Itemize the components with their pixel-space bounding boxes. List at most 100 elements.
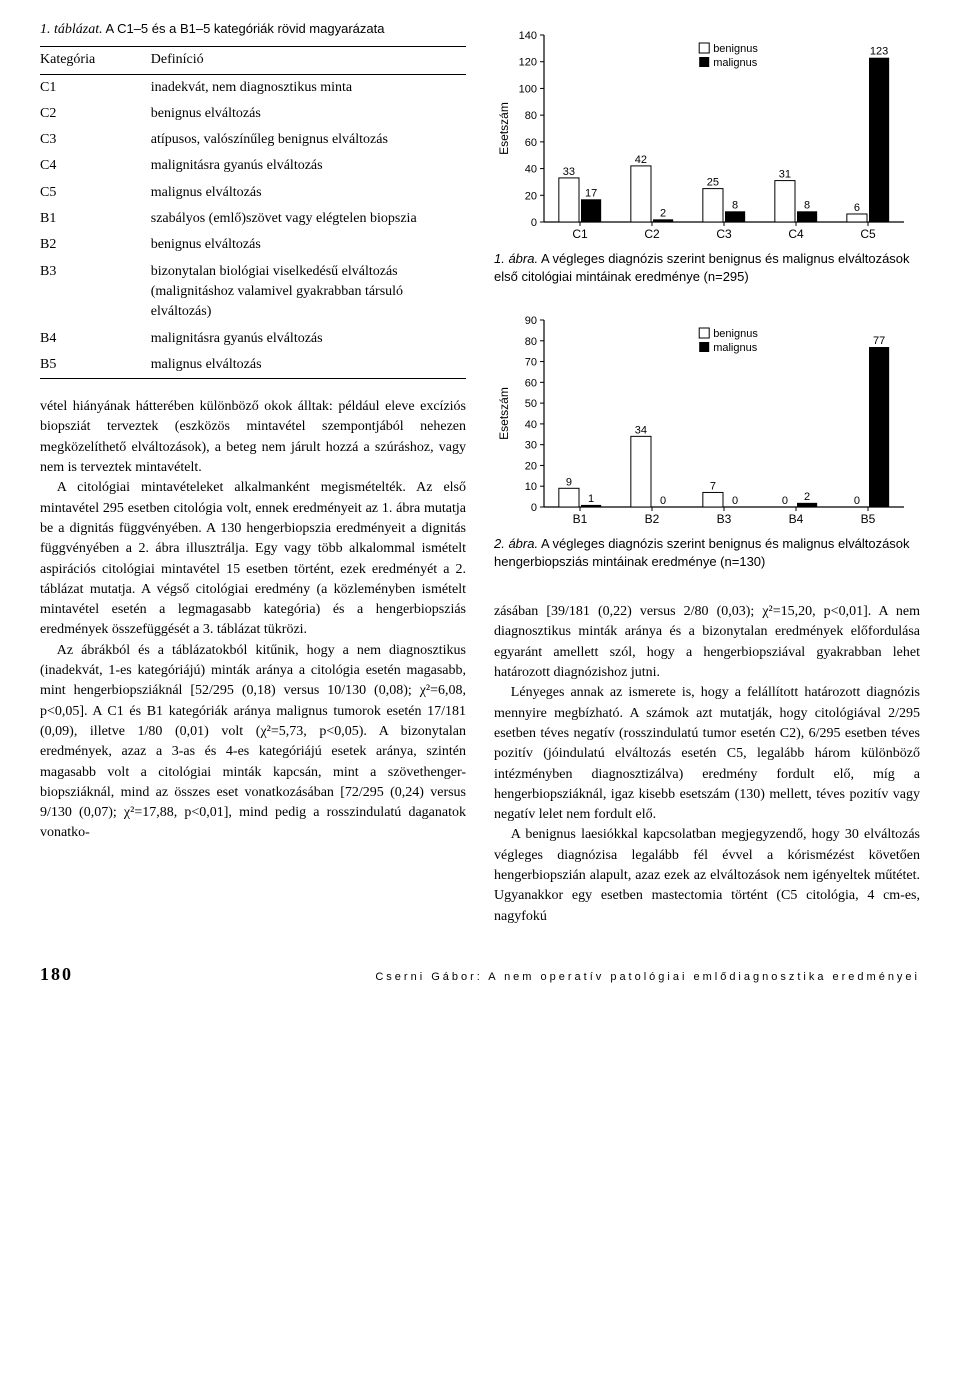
svg-text:0: 0 [531, 502, 537, 514]
svg-text:0: 0 [660, 495, 666, 507]
svg-text:80: 80 [525, 336, 537, 348]
svg-text:33: 33 [563, 166, 575, 178]
svg-text:B5: B5 [861, 512, 876, 526]
svg-text:C2: C2 [644, 227, 660, 241]
definition-table: Kategória Definíció C1inadekvát, nem dia… [40, 46, 466, 379]
svg-text:80: 80 [525, 110, 537, 122]
chart1-caption-lead: 1. ábra. [494, 251, 538, 266]
svg-text:40: 40 [525, 419, 537, 431]
svg-text:17: 17 [585, 187, 597, 199]
svg-text:0: 0 [732, 495, 738, 507]
svg-text:100: 100 [519, 83, 537, 95]
svg-text:malignus: malignus [713, 57, 758, 69]
svg-text:C3: C3 [716, 227, 732, 241]
table-row-def: malignitásra gyanús elváltozás [151, 153, 466, 179]
table-row-key: B5 [40, 352, 151, 379]
table-row-def: benignus elváltozás [151, 232, 466, 258]
svg-text:42: 42 [635, 154, 647, 166]
svg-text:2: 2 [804, 491, 810, 503]
left-column: 1. táblázat. A C1–5 és a B1–5 kategóriák… [40, 20, 466, 927]
chart2-block: 0102030405060708090Esetszám91B1340B270B3… [494, 305, 920, 570]
svg-text:6: 6 [854, 202, 860, 214]
svg-text:B4: B4 [789, 512, 804, 526]
svg-text:60: 60 [525, 377, 537, 389]
svg-text:B2: B2 [645, 512, 660, 526]
th-category: Kategória [40, 47, 151, 74]
table-row-key: B1 [40, 206, 151, 232]
svg-text:70: 70 [525, 357, 537, 369]
page-columns: 1. táblázat. A C1–5 és a B1–5 kategóriák… [40, 20, 920, 927]
table-row-key: C2 [40, 101, 151, 127]
svg-text:10: 10 [525, 481, 537, 493]
table-row-def: inadekvát, nem diagnosztikus minta [151, 74, 466, 101]
svg-text:benignus: benignus [713, 328, 758, 340]
svg-text:8: 8 [732, 199, 738, 211]
footer-text: Cserni Gábor: A nem operatív patológiai … [375, 970, 920, 986]
table-title-rest: A C1–5 és a B1–5 kategóriák rövid magyar… [103, 21, 385, 36]
table-row-def: malignitásra gyanús elváltozás [151, 326, 466, 352]
table-row-def: benignus elváltozás [151, 101, 466, 127]
svg-text:malignus: malignus [713, 342, 758, 354]
svg-text:8: 8 [804, 199, 810, 211]
chart2-svg: 0102030405060708090Esetszám91B1340B270B3… [494, 305, 914, 535]
svg-text:34: 34 [635, 424, 647, 436]
svg-text:C4: C4 [788, 227, 804, 241]
chart1-block: 0 20 40 60 80 100 120 140 Esetszám 33 17 C1 42 2C2 25 8… [494, 20, 920, 285]
svg-text:benignus: benignus [713, 43, 758, 55]
table-row-key: C3 [40, 127, 151, 153]
svg-text:0: 0 [854, 495, 860, 507]
chart1-svg: 0 20 40 60 80 100 120 140 Esetszám 33 17 C1 42 2C2 25 8… [494, 20, 914, 250]
th-definition: Definíció [151, 47, 466, 74]
table-title: 1. táblázat. A C1–5 és a B1–5 kategóriák… [40, 20, 466, 40]
svg-text:25: 25 [707, 177, 719, 189]
right-p3: A benignus laesiókkal kapcsolatban megje… [494, 825, 920, 926]
table-row-key: C1 [40, 74, 151, 101]
svg-text:0: 0 [531, 217, 537, 229]
chart2-caption: 2. ábra. A végleges diagnózis szerint be… [494, 535, 920, 570]
table-row-key: C5 [40, 180, 151, 206]
svg-text:Esetszám: Esetszám [497, 387, 511, 440]
svg-text:90: 90 [525, 315, 537, 327]
svg-text:Esetszám: Esetszám [497, 102, 511, 155]
svg-text:60: 60 [525, 137, 537, 149]
svg-text:140: 140 [519, 30, 537, 42]
left-p3: Az ábrákból és a táblázatokból kitűnik, … [40, 641, 466, 844]
svg-text:C5: C5 [860, 227, 876, 241]
right-column: 020406080100120140Esetszám3317C1422C2258… [494, 20, 920, 927]
table-row-def: atípusos, valószínűleg benignus elváltoz… [151, 127, 466, 153]
chart1-caption-rest: A végleges diagnózis szerint benignus és… [494, 251, 910, 284]
svg-text:30: 30 [525, 440, 537, 452]
table-row-def: malignus elváltozás [151, 180, 466, 206]
svg-text:20: 20 [525, 190, 537, 202]
left-p1: vétel hiányának hátterében különböző oko… [40, 397, 466, 478]
table-row-key: B3 [40, 259, 151, 326]
table-row-key: B2 [40, 232, 151, 258]
page-footer: 180 Cserni Gábor: A nem operatív patológ… [40, 961, 920, 987]
svg-text:0: 0 [782, 495, 788, 507]
page-number: 180 [40, 961, 73, 987]
right-p1: zásában [39/181 (0,22) versus 2/80 (0,03… [494, 602, 920, 683]
svg-text:50: 50 [525, 398, 537, 410]
svg-text:120: 120 [519, 57, 537, 69]
chart2-caption-lead: 2. ábra. [494, 536, 538, 551]
table-title-lead: 1. táblázat. [40, 22, 103, 37]
svg-text:40: 40 [525, 164, 537, 176]
right-p2: Lényeges annak az ismerete is, hogy a fe… [494, 683, 920, 825]
svg-text:1: 1 [588, 493, 594, 505]
svg-text:77: 77 [873, 335, 885, 347]
table-row-def: malignus elváltozás [151, 352, 466, 379]
svg-text:C1: C1 [572, 227, 588, 241]
chart2-caption-rest: A végleges diagnózis szerint benignus és… [494, 536, 910, 569]
svg-text:9: 9 [566, 476, 572, 488]
svg-text:2: 2 [660, 207, 666, 219]
table-row-def: szabályos (emlő)szövet vagy elégtelen bi… [151, 206, 466, 232]
table-row-def: bizonytalan biológiai viselkedésű elvált… [151, 259, 466, 326]
svg-text:31: 31 [779, 169, 791, 181]
svg-text:B1: B1 [573, 512, 588, 526]
svg-text:20: 20 [525, 461, 537, 473]
left-p2: A citológiai mintavételeket alkalmanként… [40, 478, 466, 640]
svg-text:7: 7 [710, 481, 716, 493]
svg-text:B3: B3 [717, 512, 732, 526]
table-row-key: B4 [40, 326, 151, 352]
svg-text:123: 123 [870, 46, 888, 58]
